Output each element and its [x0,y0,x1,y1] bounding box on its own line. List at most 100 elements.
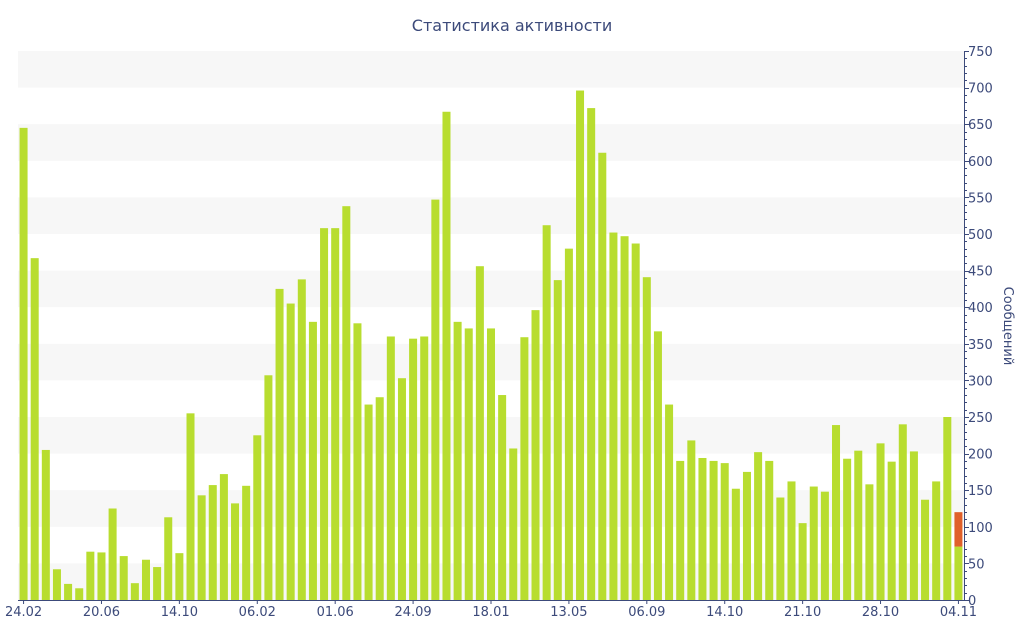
bar [308,321,317,600]
bar [320,228,329,601]
bar [75,588,84,600]
y-tick-label: 750 [968,45,993,60]
x-tick-label: 06.09 [628,605,665,620]
bar [854,450,863,600]
bar [943,417,952,600]
y-tick-label: 50 [968,557,985,572]
bar [153,567,162,600]
bar [141,559,150,600]
x-tick-label: 24.09 [394,605,431,620]
bar [887,461,896,600]
x-tick-label: 06.02 [239,605,276,620]
x-tick-label: 14.10 [706,605,743,620]
bar [520,337,529,600]
bar [798,523,807,600]
bar [698,457,707,600]
bar [420,336,429,600]
axes: 0 50 100 150 200 250 300 350 400 450 500 550 600 650 7… [5,45,993,620]
grid-band [18,197,964,234]
bar [208,485,217,600]
x-tick-label: 28.10 [862,605,899,620]
bar [219,474,228,600]
bar [809,486,818,600]
bar [275,288,284,600]
bar [631,243,640,601]
bar [364,404,373,600]
bar [331,228,340,601]
bar [787,481,796,600]
bar [553,280,562,600]
bar [531,310,540,600]
grid-band [18,51,964,88]
bar [264,375,273,600]
bar [197,495,206,600]
bar [587,108,596,600]
bar [286,303,295,600]
bar [754,452,763,600]
y-tick-label: 600 [968,155,993,170]
y-tick-label: 200 [968,448,993,463]
bar [609,232,618,600]
y-tick-label: 450 [968,265,993,280]
x-tick-label: 13.05 [550,605,587,620]
bar [464,328,473,600]
bar [498,395,507,600]
bar [397,378,406,600]
bar [242,485,251,600]
bar [86,551,95,600]
y-tick-label: 150 [968,484,993,499]
bar [453,321,462,600]
y-tick-label: 500 [968,228,993,243]
y-tick-label: 250 [968,411,993,426]
grid-band [18,270,964,308]
bar [832,425,841,600]
bar [431,199,440,600]
bar [620,236,629,601]
bar [820,491,829,600]
bars [19,90,963,601]
bar [297,279,306,600]
bar [598,152,607,601]
bar [731,488,740,600]
bar-highlight [954,512,963,547]
bar [509,448,518,600]
bar [742,471,751,600]
bar [776,497,785,600]
bar [564,248,573,600]
bar [52,569,61,600]
bar [253,435,262,600]
bar [720,463,729,600]
bar [175,553,184,600]
bar [653,331,662,600]
x-tick-label: 18.01 [472,605,509,620]
bar [475,266,484,600]
bar [898,424,907,600]
bar [687,440,696,600]
bar [865,484,874,600]
bar [642,277,651,600]
bar [186,413,195,600]
bar [30,258,39,600]
bar [909,451,918,600]
x-tick-label: 14.10 [161,605,198,620]
bar [119,556,128,600]
x-tick-label: 20.06 [83,605,120,620]
bar [97,552,106,600]
bar [41,449,50,600]
grid-band [18,124,964,161]
bar [375,397,384,600]
chart-title: Статистика активности [412,16,612,35]
y-tick-label: 350 [968,338,993,353]
y-axis-label: Сообщений [1000,287,1015,366]
y-tick-label: 650 [968,118,993,133]
y-tick-label: 400 [968,301,993,316]
bar [353,323,362,600]
bar [709,460,718,600]
bar [676,460,685,600]
bar [932,481,941,600]
y-tick-label: 300 [968,374,993,389]
bar [108,508,117,600]
bar [342,206,351,600]
